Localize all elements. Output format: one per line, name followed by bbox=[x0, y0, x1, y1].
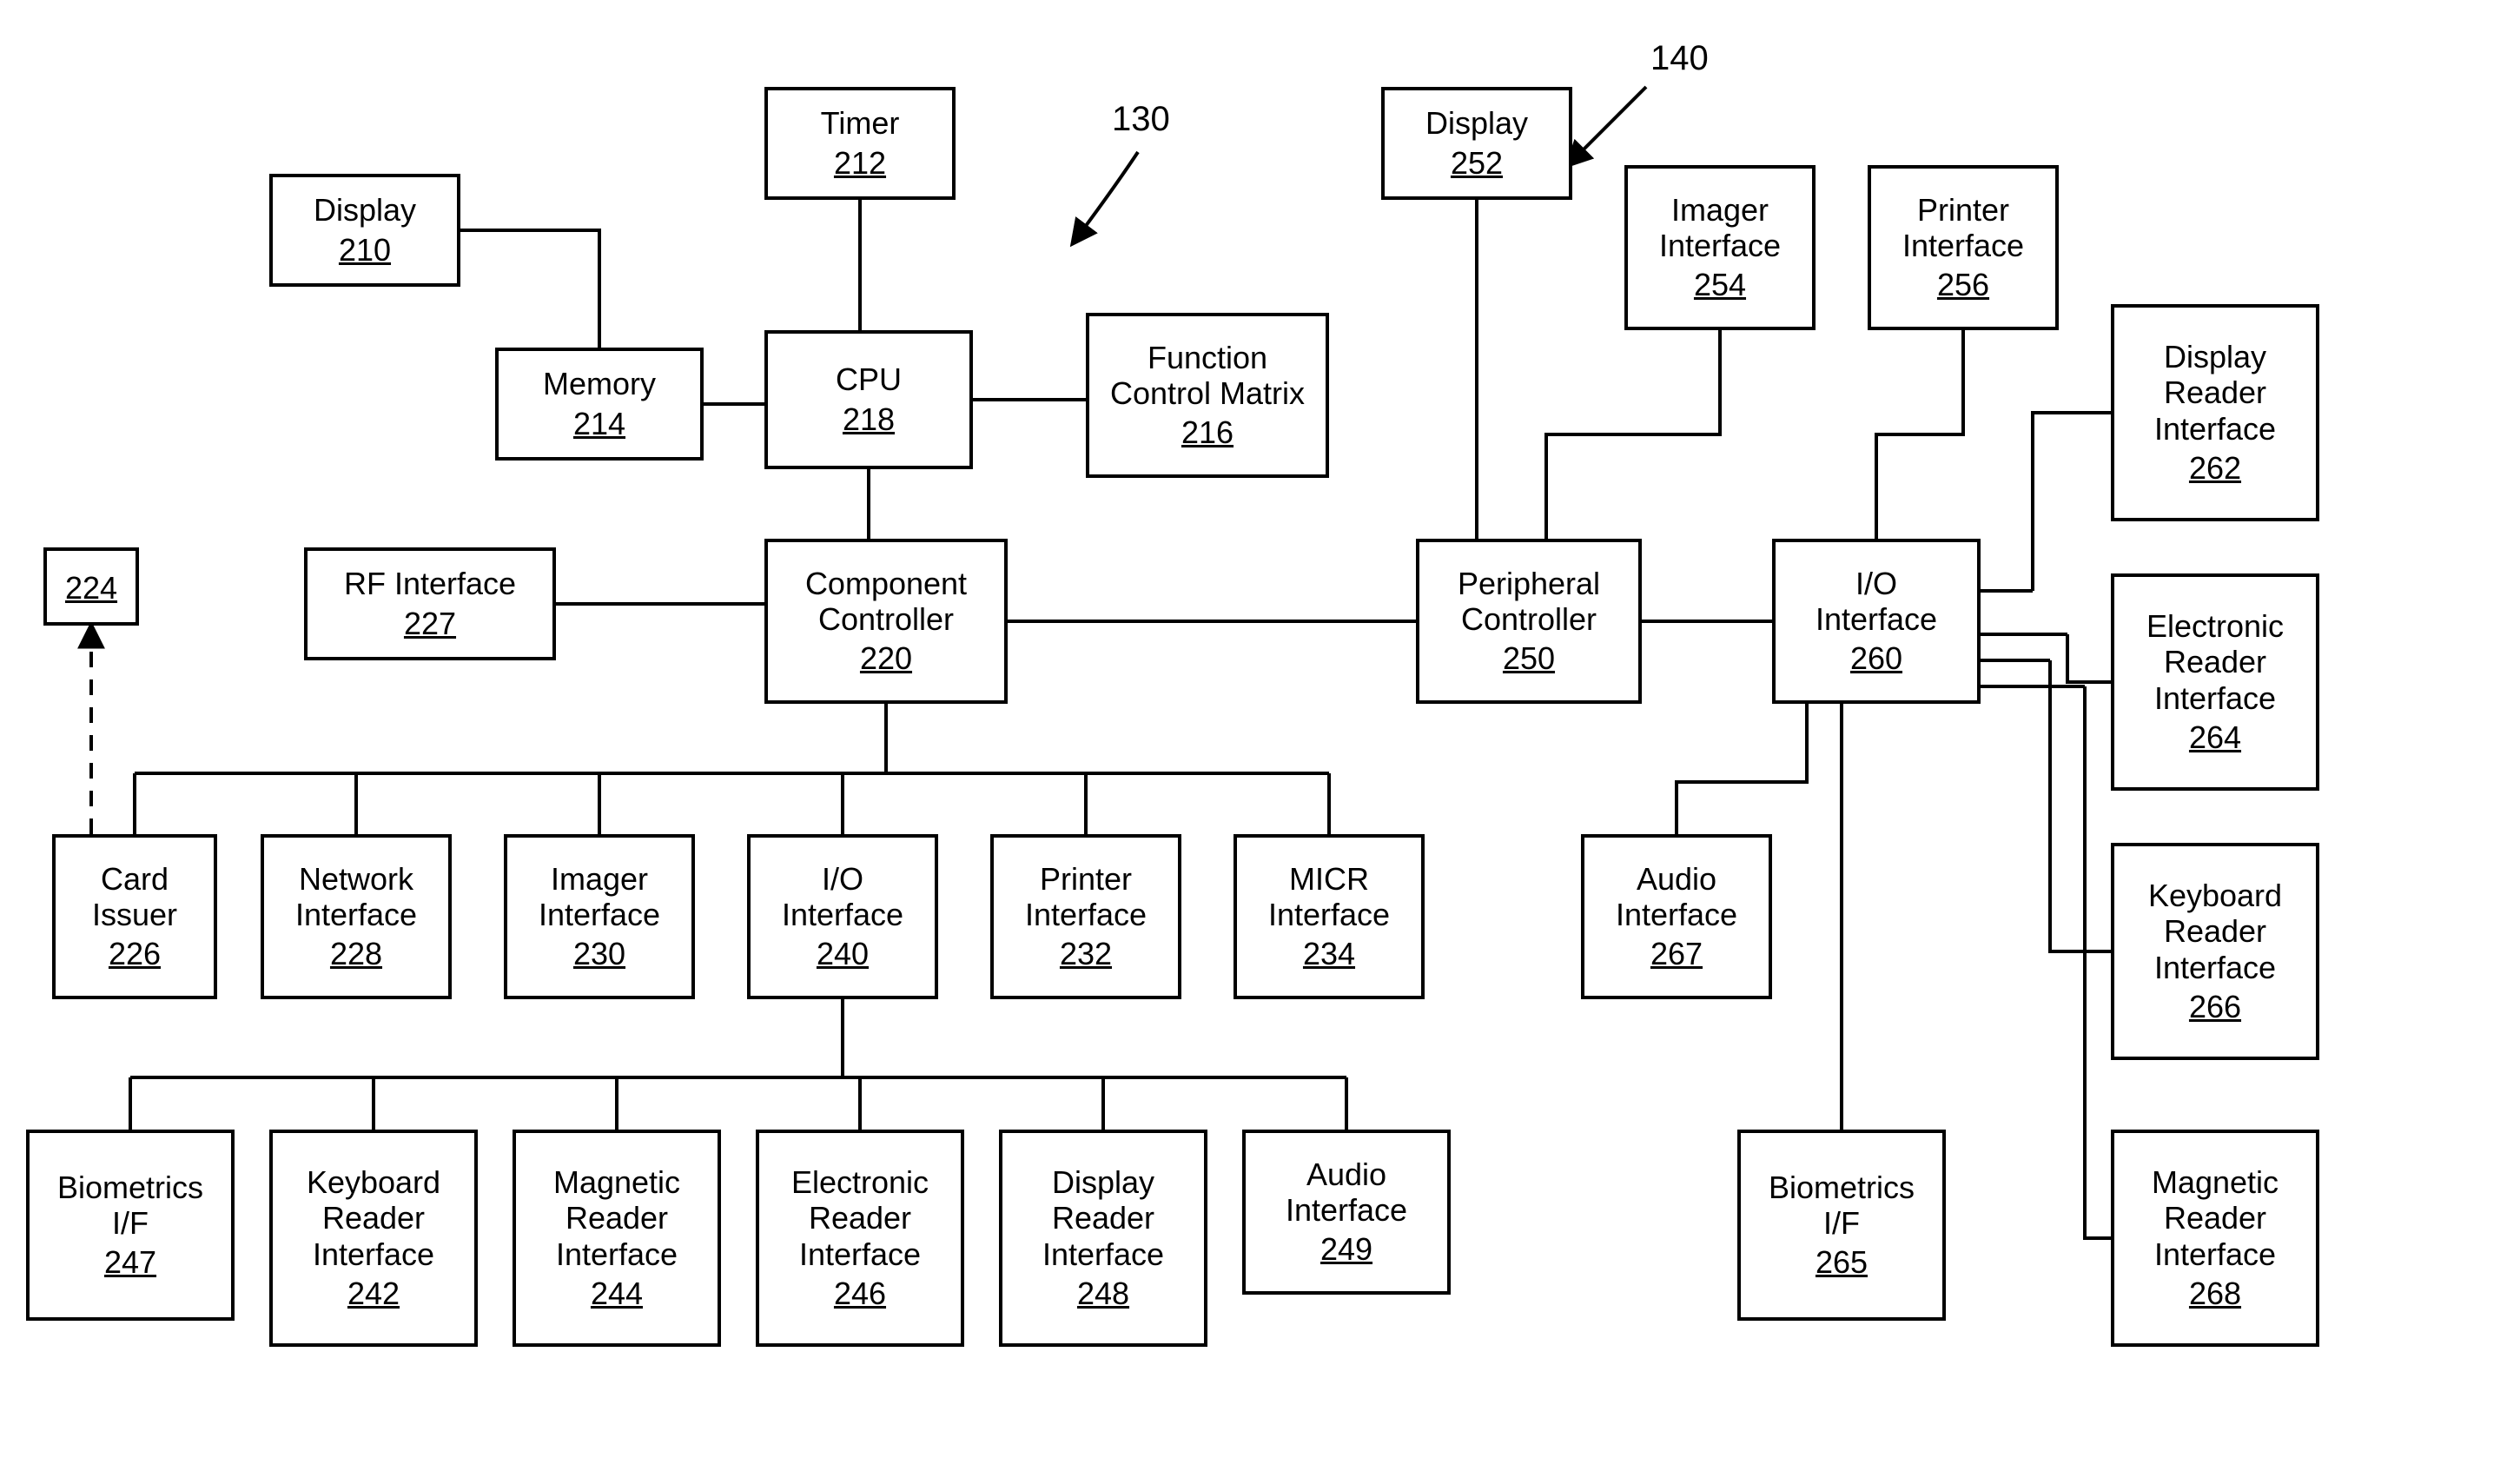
node-num: 227 bbox=[404, 606, 456, 642]
node-peripheral-controller-250: PeripheralController 250 bbox=[1416, 539, 1642, 704]
node-component-controller-220: ComponentController 220 bbox=[764, 539, 1008, 704]
node-display-reader-262: DisplayReaderInterface 262 bbox=[2111, 304, 2319, 521]
node-label: MagneticReaderInterface bbox=[2152, 1164, 2279, 1272]
node-imager-interface-254: ImagerInterface 254 bbox=[1624, 165, 1816, 330]
node-magnetic-reader-244: MagneticReaderInterface 244 bbox=[513, 1130, 721, 1347]
node-label: KeyboardReaderInterface bbox=[2148, 878, 2282, 985]
node-label: BiometricsI/F bbox=[57, 1170, 203, 1242]
node-label: RF Interface bbox=[344, 566, 516, 601]
node-label: I/OInterface bbox=[782, 861, 903, 933]
node-memory-214: Memory 214 bbox=[495, 348, 704, 461]
node-label: I/OInterface bbox=[1816, 566, 1937, 638]
node-electronic-reader-264: ElectronicReaderInterface 264 bbox=[2111, 573, 2319, 791]
node-num: 234 bbox=[1303, 936, 1355, 972]
node-num: 244 bbox=[591, 1276, 643, 1312]
node-num: 260 bbox=[1850, 640, 1902, 677]
node-label: Display bbox=[314, 192, 416, 228]
node-num: 240 bbox=[817, 936, 869, 972]
node-label: ElectronicReaderInterface bbox=[2146, 608, 2284, 716]
node-display-210: Display 210 bbox=[269, 174, 460, 287]
node-network-interface-228: NetworkInterface 228 bbox=[261, 834, 452, 999]
node-num: 248 bbox=[1077, 1276, 1129, 1312]
diagram-canvas: 130 140 Display 210 Timer 212 Memory 214… bbox=[0, 0, 2520, 1458]
node-num: 267 bbox=[1650, 936, 1703, 972]
node-num: 212 bbox=[834, 145, 886, 182]
node-display-252: Display 252 bbox=[1381, 87, 1572, 200]
node-imager-interface-230: ImagerInterface 230 bbox=[504, 834, 695, 999]
node-timer-212: Timer 212 bbox=[764, 87, 956, 200]
node-label: Display bbox=[1425, 105, 1528, 141]
node-num: 268 bbox=[2189, 1276, 2241, 1312]
node-label: DisplayReaderInterface bbox=[2154, 339, 2276, 447]
node-io-interface-260: I/OInterface 260 bbox=[1772, 539, 1981, 704]
node-num: 228 bbox=[330, 936, 382, 972]
node-num: 230 bbox=[573, 936, 625, 972]
node-num: 250 bbox=[1503, 640, 1555, 677]
node-audio-interface-267: AudioInterface 267 bbox=[1581, 834, 1772, 999]
node-keyboard-reader-242: KeyboardReaderInterface 242 bbox=[269, 1130, 478, 1347]
node-display-reader-248: DisplayReaderInterface 248 bbox=[999, 1130, 1207, 1347]
node-rf-interface-227: RF Interface 227 bbox=[304, 547, 556, 660]
node-num: 246 bbox=[834, 1276, 886, 1312]
node-audio-interface-249: AudioInterface 249 bbox=[1242, 1130, 1451, 1295]
node-num: 218 bbox=[843, 401, 895, 438]
node-card-issuer-226: CardIssuer 226 bbox=[52, 834, 217, 999]
node-num: 266 bbox=[2189, 989, 2241, 1025]
node-label: ImagerInterface bbox=[1659, 192, 1781, 264]
node-biometrics-265: BiometricsI/F 265 bbox=[1737, 1130, 1946, 1321]
node-keyboard-reader-266: KeyboardReaderInterface 266 bbox=[2111, 843, 2319, 1060]
node-num: 214 bbox=[573, 406, 625, 442]
ref-140: 140 bbox=[1650, 39, 1709, 78]
node-label: AudioInterface bbox=[1286, 1156, 1407, 1229]
node-biometrics-247: BiometricsI/F 247 bbox=[26, 1130, 235, 1321]
node-num: 247 bbox=[104, 1244, 156, 1281]
node-num: 216 bbox=[1181, 414, 1234, 451]
node-fcm-216: FunctionControl Matrix 216 bbox=[1086, 313, 1329, 478]
node-label: MagneticReaderInterface bbox=[553, 1164, 680, 1272]
node-num: 265 bbox=[1816, 1244, 1868, 1281]
node-printer-interface-232: PrinterInterface 232 bbox=[990, 834, 1181, 999]
node-electronic-reader-246: ElectronicReaderInterface 246 bbox=[756, 1130, 964, 1347]
node-label: ElectronicReaderInterface bbox=[791, 1164, 929, 1272]
node-num: 242 bbox=[347, 1276, 400, 1312]
node-num: 264 bbox=[2189, 719, 2241, 756]
node-num: 254 bbox=[1694, 267, 1746, 303]
node-io-interface-240: I/OInterface 240 bbox=[747, 834, 938, 999]
node-num: 224 bbox=[65, 570, 117, 606]
node-num: 232 bbox=[1060, 936, 1112, 972]
node-magnetic-reader-268: MagneticReaderInterface 268 bbox=[2111, 1130, 2319, 1347]
node-num: 226 bbox=[109, 936, 161, 972]
node-label: CardIssuer bbox=[92, 861, 177, 933]
node-label: NetworkInterface bbox=[295, 861, 417, 933]
node-num: 210 bbox=[339, 232, 391, 268]
node-num: 252 bbox=[1451, 145, 1503, 182]
node-printer-interface-256: PrinterInterface 256 bbox=[1868, 165, 2059, 330]
node-label: Memory bbox=[543, 366, 656, 401]
node-label: PrinterInterface bbox=[1902, 192, 2024, 264]
node-label: DisplayReaderInterface bbox=[1042, 1164, 1164, 1272]
node-label: ComponentController bbox=[805, 566, 967, 638]
node-label: BiometricsI/F bbox=[1769, 1170, 1915, 1242]
node-label: PrinterInterface bbox=[1025, 861, 1147, 933]
node-cpu-218: CPU 218 bbox=[764, 330, 973, 469]
node-label: PeripheralController bbox=[1458, 566, 1600, 638]
node-label: CPU bbox=[836, 361, 902, 397]
ref-130: 130 bbox=[1112, 100, 1170, 139]
node-label: Timer bbox=[821, 105, 900, 141]
node-num: 262 bbox=[2189, 450, 2241, 487]
node-num: 249 bbox=[1320, 1231, 1372, 1268]
node-label: KeyboardReaderInterface bbox=[307, 1164, 440, 1272]
node-label: ImagerInterface bbox=[539, 861, 660, 933]
node-num: 256 bbox=[1937, 267, 1989, 303]
node-label: AudioInterface bbox=[1616, 861, 1737, 933]
node-224: 224 bbox=[43, 547, 139, 626]
node-label: FunctionControl Matrix bbox=[1110, 340, 1305, 412]
node-label: MICRInterface bbox=[1268, 861, 1390, 933]
node-micr-interface-234: MICRInterface 234 bbox=[1234, 834, 1425, 999]
node-num: 220 bbox=[860, 640, 912, 677]
